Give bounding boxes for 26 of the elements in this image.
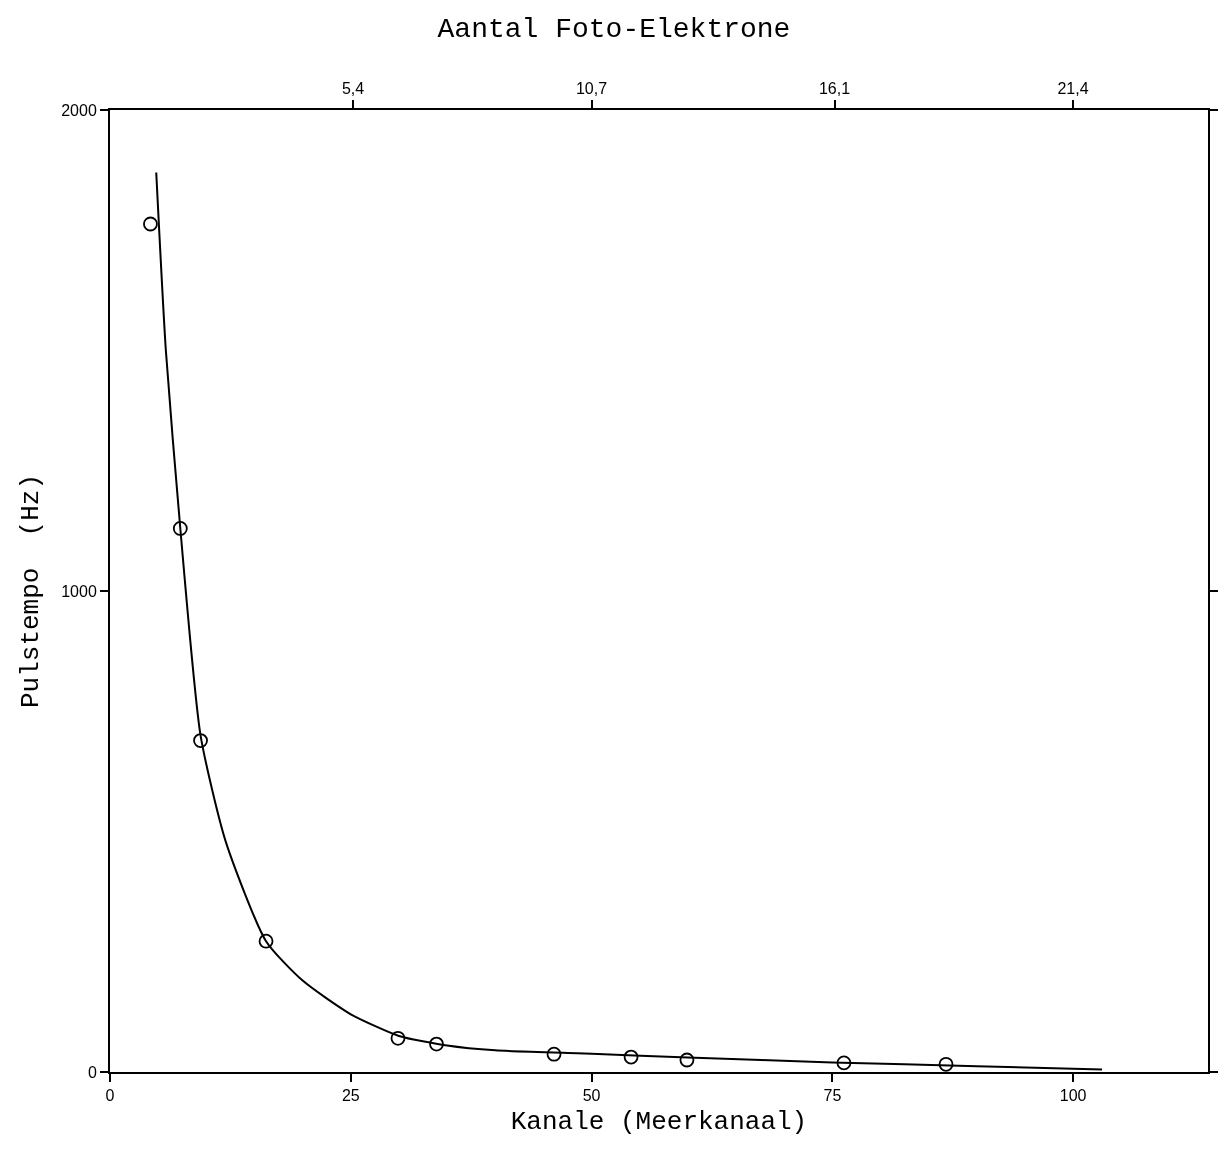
point: [172, 521, 188, 536]
y-axis-title: Pulstempo (Hz): [16, 473, 47, 709]
x-tick-label: 50: [582, 1087, 601, 1105]
x-tick-label: 100: [1059, 1087, 1087, 1105]
y-tick-label: 0: [87, 1063, 97, 1081]
x-tick-label: 75: [823, 1087, 842, 1105]
x2-tick-label: 16,1: [818, 79, 851, 97]
point: [258, 933, 274, 949]
x2-tick-label: 5,4: [341, 79, 365, 97]
point: [193, 733, 208, 748]
chart-title: Aantal Foto-Elektrone: [437, 13, 791, 45]
y-tick-label: 1000: [61, 582, 97, 600]
point: [390, 1030, 406, 1046]
x-axis-title: Kanale (Meerkanaal): [510, 1107, 808, 1138]
x2-tick-label: 10,7: [575, 79, 608, 97]
x-tick-label: 25: [341, 1087, 360, 1105]
point: [429, 1036, 444, 1052]
point: [623, 1049, 639, 1065]
point: [143, 216, 158, 232]
x2-tick-label: 21,4: [1057, 79, 1089, 97]
y-tick-label: 2000: [61, 101, 97, 119]
point: [546, 1046, 562, 1062]
point: [836, 1055, 852, 1071]
point: [938, 1056, 954, 1072]
point: [679, 1052, 695, 1068]
x-tick-label: 0: [105, 1087, 115, 1105]
